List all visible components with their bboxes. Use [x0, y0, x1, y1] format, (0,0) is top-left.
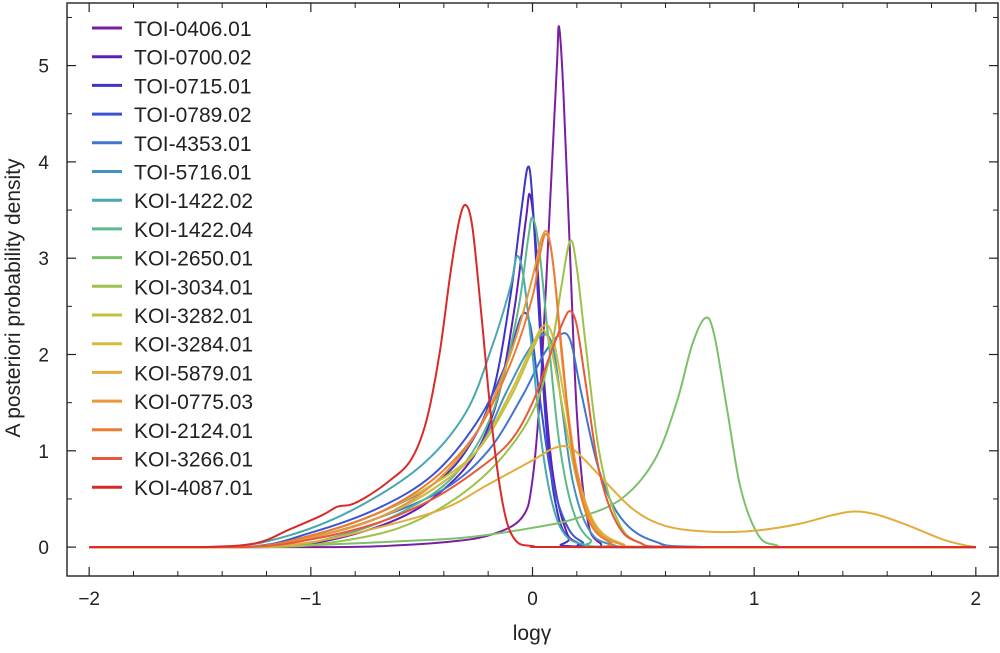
series-line-koi-1422.04: [89, 216, 976, 549]
y-tick-label: 0: [38, 538, 49, 559]
series-line-toi-0406.01: [89, 25, 976, 549]
legend-label: KOI-4087.01: [134, 477, 253, 500]
series-line-koi-2650.01: [89, 316, 976, 549]
x-tick-label: −1: [300, 589, 322, 610]
legend-label: TOI-0715.01: [134, 75, 252, 98]
x-tick-label: −2: [78, 589, 100, 610]
y-axis-label: A posteriori probability density: [2, 158, 25, 437]
legend-label: TOI-0700.02: [134, 47, 252, 70]
y-tick-label: 4: [38, 153, 49, 174]
legend-label: KOI-2124.01: [134, 420, 253, 443]
series-line-koi-2124.01: [89, 233, 976, 549]
x-axis-label: logγ: [513, 622, 552, 645]
legend-label: KOI-3266.01: [134, 449, 253, 472]
y-tick-label: 2: [38, 346, 49, 367]
legend-label: KOI-1422.04: [134, 219, 253, 242]
series-line-koi-4087.01: [89, 203, 976, 549]
y-tick-label: 1: [38, 442, 49, 463]
legend-label: KOI-3284.01: [134, 334, 253, 357]
series-layer: [89, 25, 976, 549]
legend-label: TOI-0406.01: [134, 18, 252, 41]
x-tick-label: 1: [749, 589, 760, 610]
legend: TOI-0406.01 TOI-0700.02 TOI-0715.01 TOI-078…: [92, 18, 253, 500]
x-tick-label: 0: [527, 589, 538, 610]
legend-label: TOI-0789.02: [134, 104, 252, 127]
legend-label: TOI-5716.01: [134, 162, 252, 185]
legend-label: KOI-2650.01: [134, 248, 253, 271]
x-tick-label: 2: [971, 589, 982, 610]
legend-label: KOI-1422.02: [134, 190, 253, 213]
y-tick-label: 3: [38, 249, 49, 270]
series-line-toi-0789.02: [89, 311, 976, 549]
legend-label: KOI-3282.01: [134, 305, 253, 328]
series-line-koi-3266.01: [89, 310, 976, 549]
legend-label: KOI-3034.01: [134, 276, 253, 299]
legend-label: TOI-4353.01: [134, 133, 252, 156]
axis-ticks: −2 −1 0 1 2 0 1 2 3 4 5: [38, 3, 998, 610]
y-tick-label: 5: [38, 57, 49, 78]
series-line-koi-0775.03: [89, 229, 976, 549]
series-line-koi-5879.01: [89, 445, 976, 549]
legend-label: KOI-0775.03: [134, 391, 253, 414]
legend-label: KOI-5879.01: [134, 362, 253, 385]
